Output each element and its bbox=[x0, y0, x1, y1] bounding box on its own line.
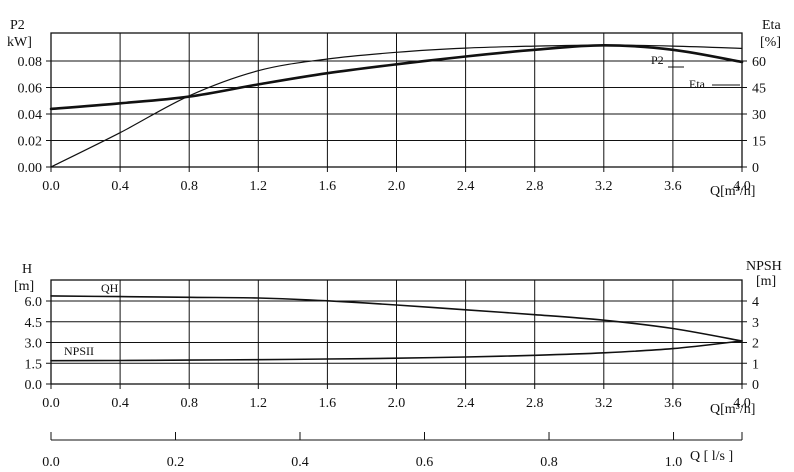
y-tick-label-left: 0.0 bbox=[25, 378, 43, 393]
series-label-eta: Eta bbox=[689, 77, 706, 91]
x-tick-label: 3.6 bbox=[664, 396, 682, 411]
x-tick-label: 1.2 bbox=[250, 396, 268, 411]
x-tick-label: 0.0 bbox=[42, 396, 60, 411]
flow-litres-tick-label: 0.2 bbox=[167, 455, 185, 470]
plot-frame bbox=[50, 279, 743, 385]
series-label-npsh: NPSII bbox=[64, 344, 94, 358]
power-axis-title-line2: kW] bbox=[7, 35, 32, 50]
x-tick-label: 3.2 bbox=[595, 179, 613, 194]
x-tick-label: 0.8 bbox=[180, 396, 198, 411]
flow-axis-title-upper: Q[m³/h] bbox=[710, 184, 755, 199]
y-tick-label-right: 30 bbox=[752, 108, 766, 123]
flow-litres-tick-label: 0.0 bbox=[42, 455, 60, 470]
flow-litres-tick-label: 0.4 bbox=[291, 455, 309, 470]
efficiency-axis-title-line1: Eta bbox=[762, 18, 781, 33]
x-tick-label: 3.2 bbox=[595, 396, 613, 411]
y-tick-label-left: 1.5 bbox=[25, 357, 43, 372]
x-tick-label: 2.0 bbox=[388, 396, 406, 411]
y-tick-label-right: 15 bbox=[752, 135, 766, 150]
x-tick-label: 2.4 bbox=[457, 179, 475, 194]
head-axis-title-line1: H bbox=[22, 262, 32, 277]
y-tick-label-right: 4 bbox=[752, 295, 759, 310]
series-label-p2: P2 bbox=[651, 53, 664, 67]
x-tick-label: 2.8 bbox=[526, 179, 544, 194]
efficiency-axis-title-line2: [%] bbox=[760, 35, 781, 50]
y-tick-label-left: 0.06 bbox=[18, 82, 43, 97]
x-tick-label: 4.0 bbox=[733, 179, 751, 194]
flow-litres-axis-title: Q [ l/s ] bbox=[690, 449, 733, 464]
x-tick-label: 0.4 bbox=[111, 396, 129, 411]
y-tick-label-left: 6.0 bbox=[25, 295, 43, 310]
y-tick-label-right: 2 bbox=[752, 337, 759, 352]
y-tick-label-right: 1 bbox=[752, 357, 759, 372]
x-tick-label: 0.8 bbox=[180, 179, 198, 194]
series-line-npsh bbox=[50, 340, 743, 362]
x-tick-label: 2.4 bbox=[457, 396, 475, 411]
x-tick-label: 1.2 bbox=[250, 179, 268, 194]
x-tick-label: 1.6 bbox=[319, 179, 337, 194]
flow-litres-axis: Q [ l/s ] 0.0 0.2 0.4 0.6 0.8 1.0 bbox=[42, 432, 743, 470]
flow-litres-tick-label: 1.0 bbox=[665, 455, 683, 470]
x-tick-label: 2.8 bbox=[526, 396, 544, 411]
npsh-axis-title-line1: NPSH bbox=[746, 259, 782, 274]
power-efficiency-panel: P2 kW] Eta [%] Q[m³/h] 0.0 0.4 0.8 1.2 1.6 2.… bbox=[7, 18, 781, 199]
y-tick-label-left: 0.02 bbox=[18, 135, 43, 150]
series-line-qh bbox=[50, 295, 743, 342]
y-tick-label-right: 0 bbox=[752, 161, 759, 176]
x-tick-label: 2.0 bbox=[388, 179, 406, 194]
y-tick-label-left: 4.5 bbox=[25, 316, 43, 331]
y-tick-label-left: 0.04 bbox=[18, 108, 43, 123]
x-tick-label: 3.6 bbox=[664, 179, 682, 194]
x-tick-label: 4.0 bbox=[733, 396, 751, 411]
series-label-qh: QH bbox=[101, 281, 119, 295]
series-line-eta bbox=[49, 44, 744, 111]
flow-litres-tick-label: 0.8 bbox=[540, 455, 558, 470]
y-tick-label-left: 0.00 bbox=[18, 161, 43, 176]
y-tick-label-left: 0.08 bbox=[18, 55, 43, 70]
x-tick-label: 0.4 bbox=[111, 179, 129, 194]
head-axis-title-line2: [m] bbox=[14, 279, 34, 294]
x-tick-label: 1.6 bbox=[319, 396, 337, 411]
flow-axis-title-lower: Q[m³/h] bbox=[710, 402, 755, 417]
y-tick-label-right: 0 bbox=[752, 378, 759, 393]
head-npsh-panel: H [m] NPSH [m] Q[m³/h] 0.0 0.4 0.8 1.2 1.6 2.… bbox=[14, 259, 782, 417]
y-tick-label-right: 60 bbox=[752, 55, 766, 70]
flow-litres-tick-label: 0.6 bbox=[416, 455, 434, 470]
x-tick-label: 0.0 bbox=[42, 179, 60, 194]
y-tick-label-right: 45 bbox=[752, 82, 766, 97]
y-tick-label-right: 3 bbox=[752, 316, 759, 331]
plot-frame bbox=[50, 32, 743, 168]
power-axis-title-line1: P2 bbox=[10, 18, 25, 33]
npsh-axis-title-line2: [m] bbox=[756, 274, 776, 289]
y-tick-label-left: 3.0 bbox=[25, 337, 43, 352]
